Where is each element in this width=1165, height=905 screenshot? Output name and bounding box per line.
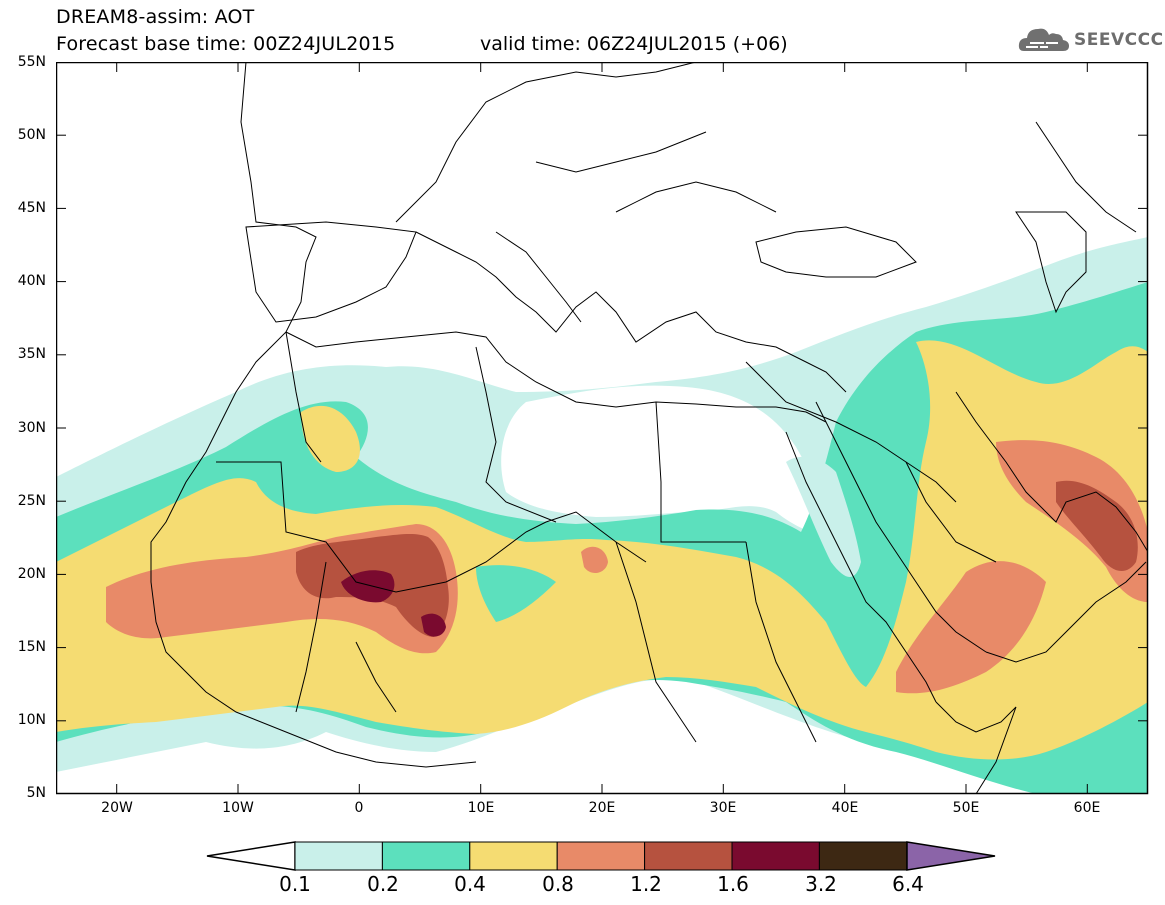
legend-box bbox=[294, 841, 383, 871]
seevccc-logo: SEEVCCC bbox=[1018, 23, 1164, 57]
valid-time: valid time: 06Z24JUL2015 (+06) bbox=[480, 33, 788, 55]
legend-level: 0.4 bbox=[454, 872, 486, 896]
legend-box bbox=[644, 841, 733, 871]
legend-high-arrow bbox=[906, 841, 996, 871]
lat-label: 55N bbox=[17, 54, 46, 70]
legend-level: 0.1 bbox=[279, 872, 311, 896]
lon-label: 50E bbox=[952, 800, 980, 816]
legend-box bbox=[469, 841, 558, 871]
legend-box bbox=[556, 841, 646, 871]
lat-label: 40N bbox=[17, 273, 46, 289]
lon-label: 10W bbox=[222, 800, 254, 816]
aot-contour-0.4 bbox=[56, 340, 1148, 760]
lon-label: 20W bbox=[101, 800, 133, 816]
lat-label: 30N bbox=[17, 420, 46, 436]
legend-level: 3.2 bbox=[805, 872, 837, 896]
color-legend bbox=[206, 841, 996, 871]
lat-label: 5N bbox=[26, 785, 46, 801]
axis-ticks bbox=[56, 62, 1148, 794]
aot-contour-1.6 bbox=[341, 570, 395, 603]
aot-teal-sahel bbox=[476, 565, 556, 622]
coastlines bbox=[150, 62, 1148, 794]
aot-contour-1.6-b bbox=[421, 613, 446, 637]
lat-label: 25N bbox=[17, 493, 46, 509]
lon-label: 0 bbox=[354, 800, 364, 816]
legend-level: 0.2 bbox=[367, 872, 399, 896]
legend-box bbox=[818, 841, 908, 871]
lat-label: 50N bbox=[17, 127, 46, 143]
lon-label: 60E bbox=[1073, 800, 1101, 816]
lat-label: 10N bbox=[17, 712, 46, 728]
cloud-icon bbox=[1018, 28, 1069, 51]
lon-label: 40E bbox=[831, 800, 859, 816]
legend-level: 1.6 bbox=[717, 872, 749, 896]
legend-level: 0.8 bbox=[542, 872, 574, 896]
legend-low-arrow bbox=[206, 841, 296, 871]
lon-label: 10E bbox=[467, 800, 495, 816]
legend-boxes bbox=[294, 841, 908, 871]
aot-orange-red-sea bbox=[896, 561, 1046, 694]
legend-box bbox=[381, 841, 471, 871]
forecast-base-time: Forecast base time: 00Z24JUL2015 bbox=[56, 33, 396, 55]
map-title: DREAM8-assim: AOT bbox=[56, 6, 255, 28]
aot-clear-area bbox=[501, 385, 846, 536]
lat-label: 15N bbox=[17, 639, 46, 655]
lon-label: 30E bbox=[709, 800, 737, 816]
aot-orange-sudan bbox=[581, 546, 608, 574]
legend-box bbox=[731, 841, 820, 871]
lon-label: 20E bbox=[588, 800, 616, 816]
lat-label: 20N bbox=[17, 566, 46, 582]
aot-map bbox=[56, 62, 1149, 795]
legend-level: 6.4 bbox=[892, 872, 924, 896]
logo-text: SEEVCCC bbox=[1074, 30, 1164, 50]
legend-level: 1.2 bbox=[630, 872, 662, 896]
aot-contour-1.2-oman bbox=[1056, 480, 1138, 572]
lat-label: 35N bbox=[17, 346, 46, 362]
lat-label: 45N bbox=[17, 200, 46, 216]
